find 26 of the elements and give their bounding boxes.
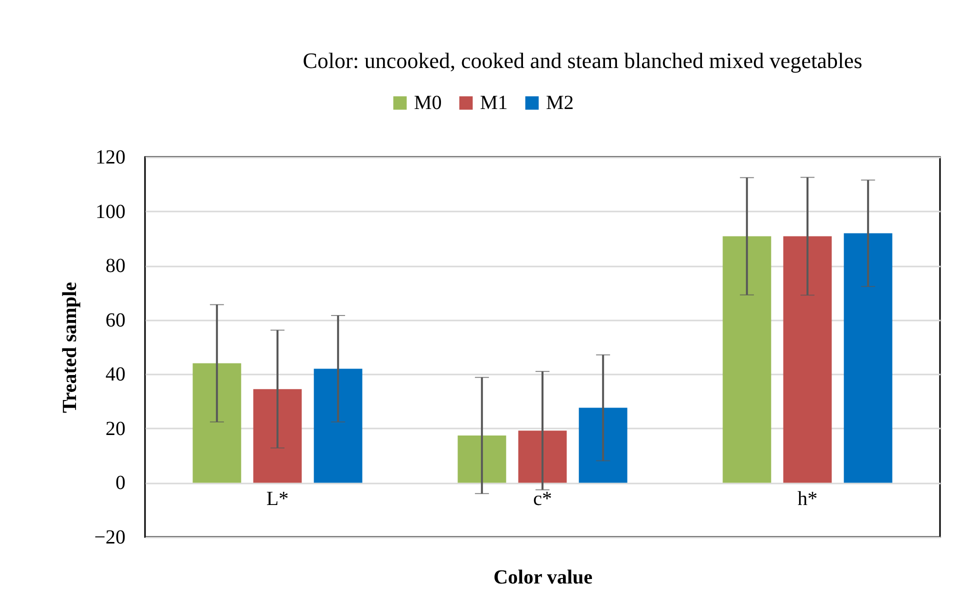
bar	[783, 236, 832, 483]
x-axis-title: Color value	[493, 566, 593, 588]
bar	[518, 430, 567, 483]
bar	[578, 408, 628, 483]
x-tick-label: c*	[533, 488, 552, 510]
y-tick-label: −20	[94, 526, 126, 548]
legend-label: M1	[480, 92, 508, 114]
x-tick-label: L*	[266, 488, 289, 510]
bar	[314, 368, 362, 483]
bar	[458, 435, 506, 483]
y-tick-label: 20	[106, 418, 126, 440]
bar	[844, 233, 892, 483]
y-tick-label: 40	[106, 364, 126, 386]
y-tick-label: 0	[116, 472, 126, 494]
chart-title: Color: uncooked, cooked and steam blanched mixed vegetables	[302, 48, 862, 73]
y-tick-label: 60	[106, 309, 126, 332]
x-tick-label: h*	[798, 488, 818, 510]
bar	[722, 236, 772, 483]
y-axis-title: Treated sample	[59, 282, 82, 413]
y-tick-label: 100	[96, 200, 126, 223]
y-tick-label: 120	[96, 146, 126, 168]
bar	[253, 389, 302, 483]
y-tick-label: 80	[106, 255, 126, 278]
legend-label: M0	[414, 92, 442, 114]
legend-label: M2	[546, 92, 574, 114]
bar	[192, 363, 242, 483]
